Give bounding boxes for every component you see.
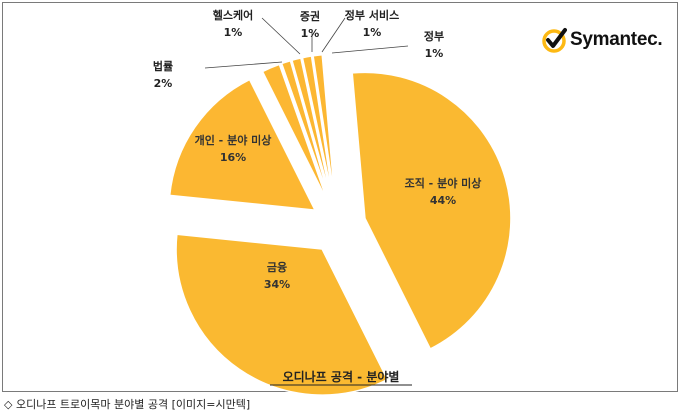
leader-line-5	[261, 17, 301, 55]
pie-slice-3	[168, 78, 317, 211]
pie-slice-5	[280, 59, 331, 202]
pie-slice-2	[175, 233, 389, 396]
slice-label-3: 개인 - 분야 미상	[195, 133, 272, 147]
slice-label-5: 헬스케어	[213, 8, 253, 22]
slice-value-4: 2%	[154, 77, 173, 90]
slice-label-4: 법률	[153, 59, 173, 73]
slice-label-6: 증권	[300, 10, 320, 23]
slice-label-8: 정부	[424, 29, 444, 43]
leader-line-4	[204, 61, 283, 69]
logo-wordmark: Symantec.	[570, 29, 663, 50]
slice-value-1: 44%	[430, 194, 456, 207]
slice-label-2: 금융	[267, 261, 287, 274]
checkmark-logo-icon	[542, 28, 567, 53]
slice-value-6: 1%	[301, 27, 320, 40]
leader-line-8	[331, 45, 409, 54]
chart-title: 오디나프 공격 - 분야별	[283, 369, 400, 384]
pie-slice-1	[351, 71, 512, 350]
pie-slice-7	[301, 55, 335, 201]
slice-label-1: 조직 - 분야 미상	[405, 176, 482, 190]
pie-slice-6	[291, 57, 333, 201]
slice-value-2: 34%	[264, 278, 290, 291]
pie-slice-4	[261, 63, 329, 203]
slice-value-7: 1%	[363, 26, 382, 39]
slice-value-3: 16%	[220, 151, 246, 164]
slice-value-5: 1%	[224, 26, 243, 39]
slice-value-8: 1%	[425, 47, 444, 60]
leader-line-7	[321, 17, 346, 53]
pie-slice-8	[312, 53, 336, 201]
symantec-logo: Symantec.	[541, 26, 663, 54]
image-caption: ◇ 오디나프 트로이목마 분야별 공격 [이미지=시만텍]	[4, 398, 251, 411]
slice-label-7: 정부 서비스	[345, 8, 399, 22]
